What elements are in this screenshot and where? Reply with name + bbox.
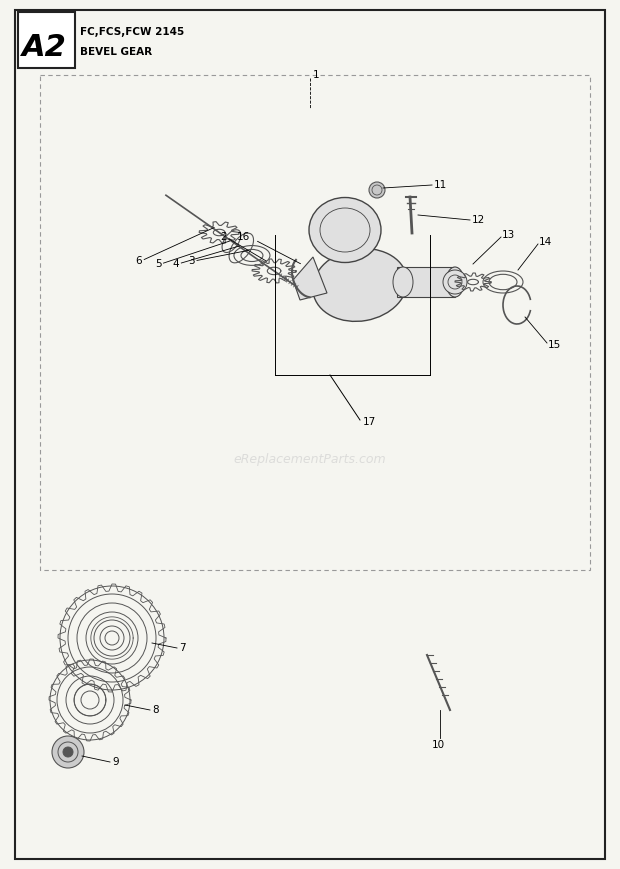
Text: 15: 15	[548, 340, 561, 350]
Ellipse shape	[313, 249, 407, 322]
Text: 6: 6	[136, 255, 142, 266]
Text: 16: 16	[237, 232, 250, 242]
Text: 8: 8	[152, 705, 159, 715]
Ellipse shape	[443, 270, 467, 294]
Text: eReplacementParts.com: eReplacementParts.com	[234, 454, 386, 467]
Text: 5: 5	[155, 259, 161, 269]
Ellipse shape	[309, 197, 381, 262]
Text: A2: A2	[22, 34, 67, 63]
Text: 9: 9	[112, 757, 118, 767]
Ellipse shape	[369, 182, 385, 198]
Text: 13: 13	[502, 230, 515, 240]
Polygon shape	[293, 257, 327, 300]
Ellipse shape	[52, 736, 84, 768]
Text: BEVEL GEAR: BEVEL GEAR	[80, 47, 152, 57]
Text: 1: 1	[313, 70, 320, 80]
Ellipse shape	[393, 267, 413, 297]
Text: 3: 3	[188, 256, 195, 267]
Text: 4: 4	[173, 259, 179, 269]
Ellipse shape	[446, 267, 464, 297]
Text: 2: 2	[221, 232, 227, 242]
Text: 14: 14	[539, 237, 552, 247]
Text: 10: 10	[432, 740, 445, 750]
Polygon shape	[397, 267, 455, 297]
Polygon shape	[18, 12, 75, 68]
Text: 12: 12	[472, 215, 485, 225]
Text: 7: 7	[179, 643, 185, 653]
Ellipse shape	[63, 747, 73, 757]
Text: 17: 17	[363, 417, 376, 427]
Text: 11: 11	[434, 180, 447, 190]
Text: FC,FCS,FCW 2145: FC,FCS,FCW 2145	[80, 27, 184, 37]
